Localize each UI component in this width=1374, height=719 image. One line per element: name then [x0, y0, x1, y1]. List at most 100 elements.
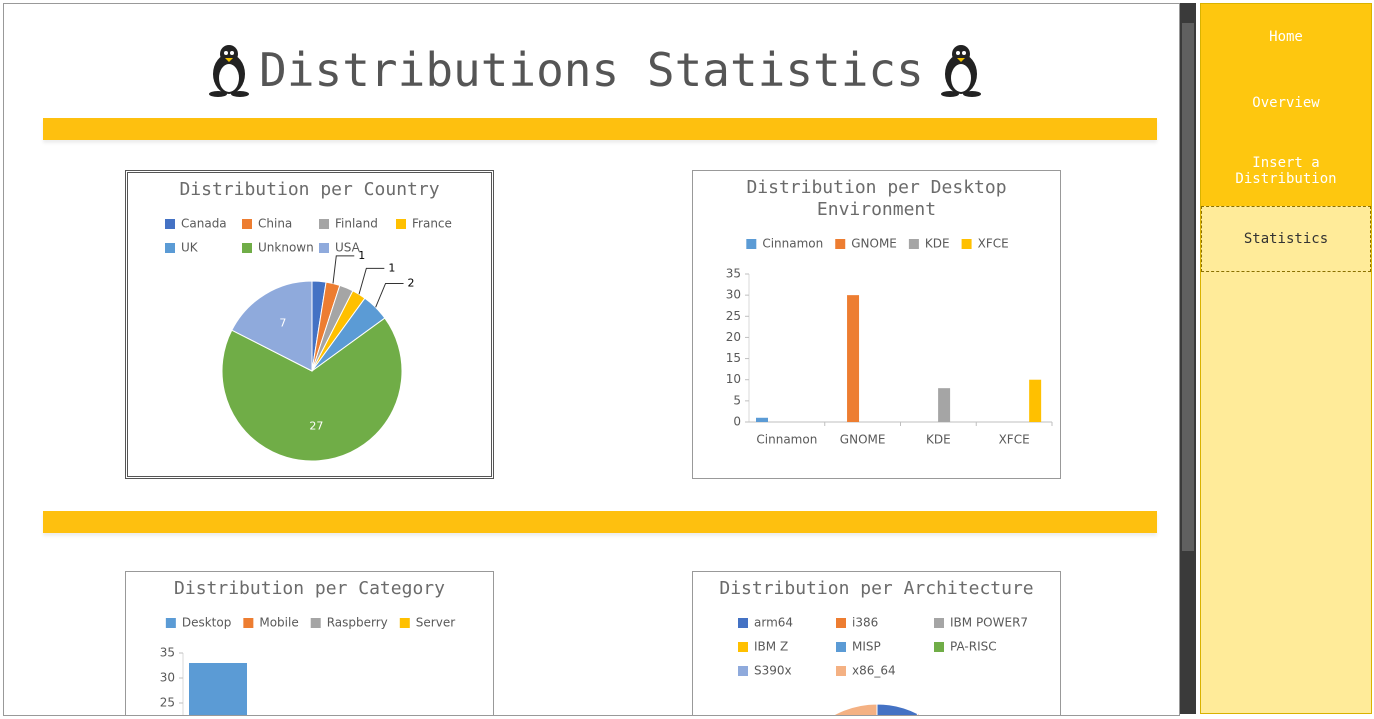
legend-label: Server: [416, 616, 455, 630]
legend-swatch: [243, 618, 254, 628]
legend-swatch: [738, 642, 748, 652]
bar: [756, 417, 768, 422]
data-label: 1: [358, 249, 365, 262]
legend-label: Desktop: [182, 616, 232, 630]
legend-label: x86_64: [852, 664, 896, 678]
legend-swatch: [934, 618, 944, 628]
nav-item[interactable]: Insert a Distribution: [1201, 136, 1371, 206]
leader-line: [358, 267, 385, 295]
y-tick-label: 25: [160, 696, 175, 710]
legend-label: arm64: [754, 616, 793, 630]
leader-line: [332, 255, 355, 284]
legend-label: MISP: [852, 640, 881, 654]
x-tick-label: GNOME: [840, 433, 886, 447]
legend-swatch: [934, 642, 944, 652]
divider: [43, 118, 1157, 140]
y-tick-label: 15: [726, 351, 741, 365]
chart-card: arm64 i386 IBM POWER7 IBM Z MISP PA-RISC S390x…: [692, 571, 1061, 715]
chart: DesktopMobileRaspberryServer051015202530…: [160, 616, 455, 715]
y-tick-label: 35: [160, 646, 175, 660]
chart: arm64 i386 IBM POWER7 IBM Z MISP PA-RISC S390x…: [738, 616, 1028, 715]
data-label: 27: [309, 420, 323, 433]
legend-swatch: [836, 642, 846, 652]
pie-slice: [221, 317, 403, 462]
legend-swatch: [746, 239, 757, 249]
chart-title: Distribution per Country: [179, 179, 440, 200]
legend-label: China: [258, 217, 292, 231]
legend-label: S390x: [754, 664, 792, 678]
data-label: 1: [388, 261, 395, 274]
data-label: 2: [408, 276, 415, 289]
nav-item[interactable]: Overview: [1201, 70, 1371, 136]
y-tick-label: 5: [733, 393, 741, 407]
content: Distributions Statistics Canada China Finl…: [3, 3, 1180, 716]
legend-swatch: [908, 239, 919, 249]
legend-label: IBM POWER7: [950, 616, 1028, 630]
scrollbar[interactable]: [1180, 3, 1196, 714]
legend-swatch: [319, 219, 329, 229]
data-label: 7: [279, 316, 286, 329]
legend-label: USA: [335, 241, 361, 255]
legend-swatch: [165, 618, 176, 628]
legend-label: Mobile: [259, 616, 298, 630]
legend-swatch: [165, 243, 175, 253]
nav-item[interactable]: Home: [1201, 4, 1371, 70]
legend-swatch: [961, 239, 972, 249]
pie-slice: [832, 703, 878, 715]
legend-label: XFCE: [978, 237, 1009, 251]
legend-label: Unknown: [258, 241, 314, 255]
legend-swatch: [242, 219, 252, 229]
legend-swatch: [738, 618, 748, 628]
divider: [43, 511, 1157, 533]
penguin-icon: [941, 45, 981, 97]
pie-slice: [876, 703, 919, 715]
y-tick-label: 0: [733, 415, 741, 429]
legend-swatch: [836, 618, 846, 628]
bar: [189, 663, 247, 715]
sidebar: Home Overview Insert a Distribution Stat…: [1200, 3, 1372, 714]
y-tick-label: 25: [726, 309, 741, 323]
legend-swatch: [836, 666, 846, 676]
legend-swatch: [835, 239, 846, 249]
y-tick-label: 35: [726, 267, 741, 281]
leader-line: [375, 282, 404, 308]
legend-swatch: [165, 219, 175, 229]
chart-card: DesktopMobileRaspberryServer051015202530…: [125, 571, 494, 715]
legend-label: PA-RISC: [950, 640, 997, 654]
y-tick-label: 20: [726, 330, 741, 344]
x-tick-label: XFCE: [999, 433, 1030, 447]
penguin-icon: [209, 45, 249, 97]
bar: [938, 388, 951, 422]
chart-title: Distribution per Desktop Environment: [746, 177, 1007, 220]
page-title: Distributions Statistics: [259, 43, 924, 97]
legend-label: France: [412, 217, 452, 231]
bar: [1029, 379, 1042, 422]
x-tick-label: KDE: [926, 433, 951, 447]
legend-swatch: [319, 243, 329, 253]
legend-label: i386: [852, 616, 878, 630]
bar: [847, 295, 860, 422]
legend-label: KDE: [925, 237, 950, 251]
legend-label: GNOME: [851, 237, 897, 251]
y-tick-label: 30: [726, 288, 741, 302]
y-tick-label: 10: [726, 372, 741, 386]
scroll-thumb[interactable]: [1182, 23, 1194, 551]
legend-label: Finland: [335, 217, 378, 231]
chart-title: Distribution per Architecture: [719, 578, 1034, 599]
chart: Cinnamon GNOME KDE XFCE 0 5 10 15 20 25 30 35 Cinnam…: [726, 237, 1053, 447]
legend-swatch: [399, 618, 410, 628]
chart-title: Distribution per Category: [174, 578, 445, 599]
pie-slice: [231, 280, 313, 372]
legend-label: Cinnamon: [762, 237, 823, 251]
nav-item[interactable]: Statistics: [1201, 206, 1371, 272]
legend-swatch: [396, 219, 406, 229]
chart-card: Canada China Finland France UK Unknown USA 1 1 2 2…: [125, 170, 494, 479]
chart-card: Cinnamon GNOME KDE XFCE 0 5 10 15 20 25 30 35 Cinnam…: [692, 170, 1061, 479]
pie-slice: [916, 713, 922, 715]
legend-swatch: [242, 243, 252, 253]
x-tick-label: Cinnamon: [756, 433, 817, 447]
legend-label: Canada: [181, 217, 227, 231]
legend-label: IBM Z: [754, 640, 788, 654]
